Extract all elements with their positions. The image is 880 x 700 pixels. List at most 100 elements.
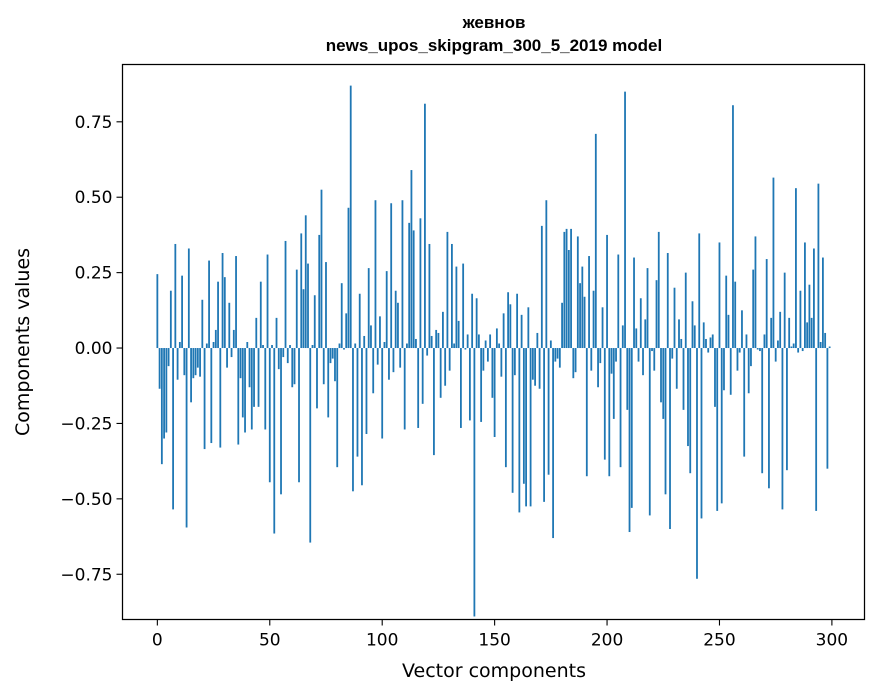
- bar: [284, 240, 287, 349]
- bar: [522, 348, 525, 484]
- bar: [433, 348, 435, 456]
- bar: [464, 348, 467, 350]
- bar: [527, 307, 530, 349]
- bar: [540, 225, 543, 349]
- bar: [738, 348, 741, 353]
- bar: [747, 348, 750, 394]
- bar: [509, 304, 512, 349]
- bar: [277, 348, 280, 370]
- bar: [810, 317, 813, 349]
- bar: [621, 325, 624, 349]
- bar: [655, 280, 658, 349]
- bar: [531, 348, 534, 380]
- bar: [311, 345, 314, 349]
- bar: [734, 281, 737, 349]
- bar: [183, 348, 186, 376]
- bar: [394, 290, 397, 349]
- bar: [410, 170, 413, 349]
- bar: [370, 325, 372, 349]
- bar: [565, 228, 568, 349]
- y-tick-label: 0.75: [75, 113, 113, 133]
- bar: [160, 348, 163, 465]
- bar: [408, 222, 411, 349]
- bar: [626, 348, 629, 410]
- bar: [617, 254, 620, 349]
- bar: [633, 257, 635, 349]
- bar: [318, 234, 321, 349]
- bar: [390, 203, 393, 349]
- bar: [792, 343, 795, 349]
- bar: [601, 307, 604, 349]
- bar: [363, 335, 366, 349]
- bar: [482, 348, 485, 371]
- bar: [460, 348, 462, 428]
- bar: [682, 348, 685, 410]
- bar: [635, 328, 638, 349]
- bar: [455, 266, 458, 349]
- x-tick-label: 0: [152, 631, 163, 651]
- bar: [554, 348, 557, 362]
- bar: [612, 348, 615, 419]
- bar: [815, 348, 818, 511]
- bar: [556, 348, 559, 359]
- bar: [491, 348, 494, 398]
- bar: [822, 257, 824, 349]
- bar: [338, 343, 341, 349]
- bar: [752, 269, 755, 349]
- x-tick-label: 50: [259, 631, 281, 651]
- bar: [597, 348, 599, 388]
- bar: [657, 231, 660, 349]
- bar: [700, 348, 703, 519]
- bar: [190, 348, 192, 403]
- bar: [646, 268, 649, 349]
- bar: [486, 348, 489, 362]
- chart-subtitle: news_upos_skipgram_300_5_2019 model: [326, 36, 662, 55]
- bar: [388, 348, 390, 380]
- bar: [401, 200, 404, 349]
- bar: [788, 317, 791, 349]
- bar: [453, 343, 456, 349]
- bar: [475, 298, 478, 349]
- bar: [795, 188, 797, 349]
- bar: [558, 348, 561, 368]
- bar: [244, 348, 246, 433]
- bar: [572, 348, 575, 379]
- bar: [397, 302, 399, 349]
- bar: [298, 348, 300, 483]
- bar: [466, 334, 469, 349]
- bar: [178, 342, 181, 349]
- bar: [300, 233, 303, 349]
- bar: [468, 348, 471, 421]
- x-tick-label: 100: [366, 631, 398, 651]
- bar: [538, 348, 541, 389]
- bar: [545, 200, 548, 349]
- bar: [196, 348, 199, 368]
- bar: [628, 348, 631, 533]
- bar: [237, 348, 240, 445]
- bar: [336, 348, 339, 468]
- bar: [446, 231, 449, 349]
- bar: [302, 289, 305, 349]
- bar: [779, 311, 782, 349]
- bar: [158, 348, 161, 389]
- bar: [473, 348, 476, 617]
- bar: [228, 302, 231, 349]
- bar: [385, 271, 388, 349]
- bar: [567, 250, 570, 349]
- bar: [576, 236, 579, 349]
- bar: [772, 177, 775, 349]
- bar: [592, 290, 595, 349]
- bar: [808, 284, 811, 349]
- bar: [761, 348, 764, 474]
- bar: [232, 329, 235, 349]
- bar: [428, 243, 431, 349]
- bar: [529, 348, 532, 507]
- bar: [374, 200, 377, 349]
- bar: [451, 243, 453, 349]
- bar: [480, 348, 483, 422]
- bar: [725, 275, 728, 349]
- bar: [543, 348, 545, 502]
- bar: [345, 313, 348, 349]
- bar: [250, 348, 253, 430]
- bar: [489, 334, 492, 349]
